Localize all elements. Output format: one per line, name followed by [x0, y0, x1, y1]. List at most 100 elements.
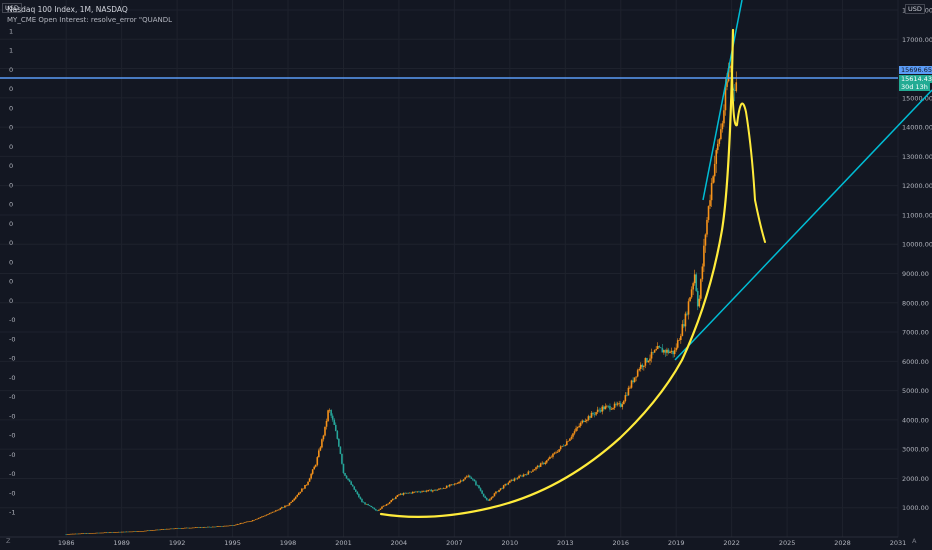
candle-body — [408, 492, 411, 494]
left-tick-label: 0 — [9, 258, 13, 266]
candle-body — [354, 489, 357, 492]
candle-body — [137, 531, 140, 532]
indicator-legend: MY_CME Open Interest: resolve_error "QUA… — [7, 16, 173, 24]
candle-body — [544, 462, 547, 464]
candle-body — [370, 505, 372, 508]
candle-body — [387, 503, 389, 505]
candle-body — [341, 453, 343, 464]
candle-body — [167, 528, 169, 530]
candle-body — [257, 517, 260, 519]
x-tick-label: 2007 — [446, 539, 463, 547]
candle-body — [234, 524, 237, 526]
candle-body — [525, 474, 528, 475]
candle-body — [127, 531, 129, 533]
candle-body — [522, 474, 525, 477]
candle-body — [148, 530, 151, 532]
projection-drawing[interactable] — [731, 69, 766, 243]
candle-body — [210, 527, 212, 528]
candle-body — [465, 476, 468, 478]
candle-body — [530, 471, 533, 473]
candle-body — [513, 478, 516, 481]
candle-body — [475, 481, 477, 485]
candle-body — [296, 494, 299, 497]
candle-body — [307, 481, 309, 485]
candle-body — [478, 485, 480, 489]
candle-body — [208, 526, 211, 528]
candle-body — [624, 395, 627, 402]
y-tick-label: 17000.00 — [902, 36, 932, 44]
candle-body — [364, 502, 366, 505]
candle-body — [698, 298, 701, 307]
y-tick-label: 6000.00 — [902, 358, 929, 366]
trend-line-upper[interactable] — [702, 0, 743, 201]
candle-body — [190, 527, 192, 529]
candle-body — [200, 527, 203, 528]
candle-body — [490, 497, 493, 500]
candle-body — [584, 421, 587, 422]
left-tick-label: 0 — [9, 181, 13, 189]
candle-body — [220, 526, 223, 527]
candle-body — [484, 496, 486, 498]
candle-body — [390, 500, 393, 503]
candle-body — [202, 527, 205, 528]
zoom-icon-left[interactable]: Z — [6, 537, 11, 545]
candle-body — [432, 490, 434, 492]
candle-body — [350, 481, 352, 485]
candle-body — [459, 480, 462, 482]
candle-body — [445, 485, 448, 489]
candle-body — [501, 488, 503, 489]
candle-body — [247, 521, 249, 523]
candle-body — [395, 496, 397, 499]
candle-body — [71, 533, 74, 535]
candle-body — [549, 457, 551, 459]
candle-body — [65, 534, 68, 535]
parabolic-curve-drawing[interactable] — [379, 28, 735, 519]
candle-body — [321, 439, 323, 448]
candle-body — [489, 499, 491, 501]
candle-body — [592, 412, 594, 415]
candle-body — [723, 110, 725, 124]
candle-body — [371, 507, 374, 508]
candle-body — [715, 150, 718, 164]
currency-label-right[interactable]: USD — [905, 4, 925, 14]
candle-body — [550, 456, 553, 458]
candle-body — [361, 499, 363, 503]
candle-body — [262, 516, 265, 517]
candle-body — [244, 522, 246, 523]
y-tick-label: 5000.00 — [902, 387, 929, 395]
candle-body — [558, 449, 560, 452]
currency-label-left[interactable]: USD — [2, 3, 22, 13]
candle-body — [277, 509, 280, 511]
candle-body — [439, 488, 442, 490]
candle-body — [653, 350, 656, 353]
candle-body — [85, 533, 88, 534]
candle-body — [492, 496, 494, 498]
candle-body — [670, 350, 673, 352]
candle-body — [633, 377, 636, 383]
candle-body — [542, 462, 545, 464]
auto-scale-button[interactable]: A — [912, 537, 917, 545]
candle-body — [102, 532, 104, 534]
candle-body — [666, 349, 668, 353]
candle-body — [284, 505, 286, 508]
candle-body — [162, 529, 165, 530]
candle-body — [147, 530, 149, 532]
left-tick-label: -0 — [9, 470, 15, 478]
candle-body — [493, 493, 496, 497]
candle-body — [515, 478, 517, 480]
trend-line-lower[interactable] — [674, 89, 932, 361]
candle-body — [582, 420, 585, 422]
candle-body — [659, 347, 662, 349]
candle-body — [546, 460, 548, 463]
candle-body — [510, 479, 513, 481]
y-tick-label: 1000.00 — [902, 504, 929, 512]
candle-body — [174, 528, 177, 529]
candle-body — [658, 346, 661, 348]
candle-body — [382, 505, 385, 507]
candle-body — [156, 529, 158, 531]
candle-body — [687, 301, 690, 315]
candle-body — [422, 490, 425, 492]
candle-body — [579, 422, 582, 426]
candle-body — [428, 489, 431, 491]
